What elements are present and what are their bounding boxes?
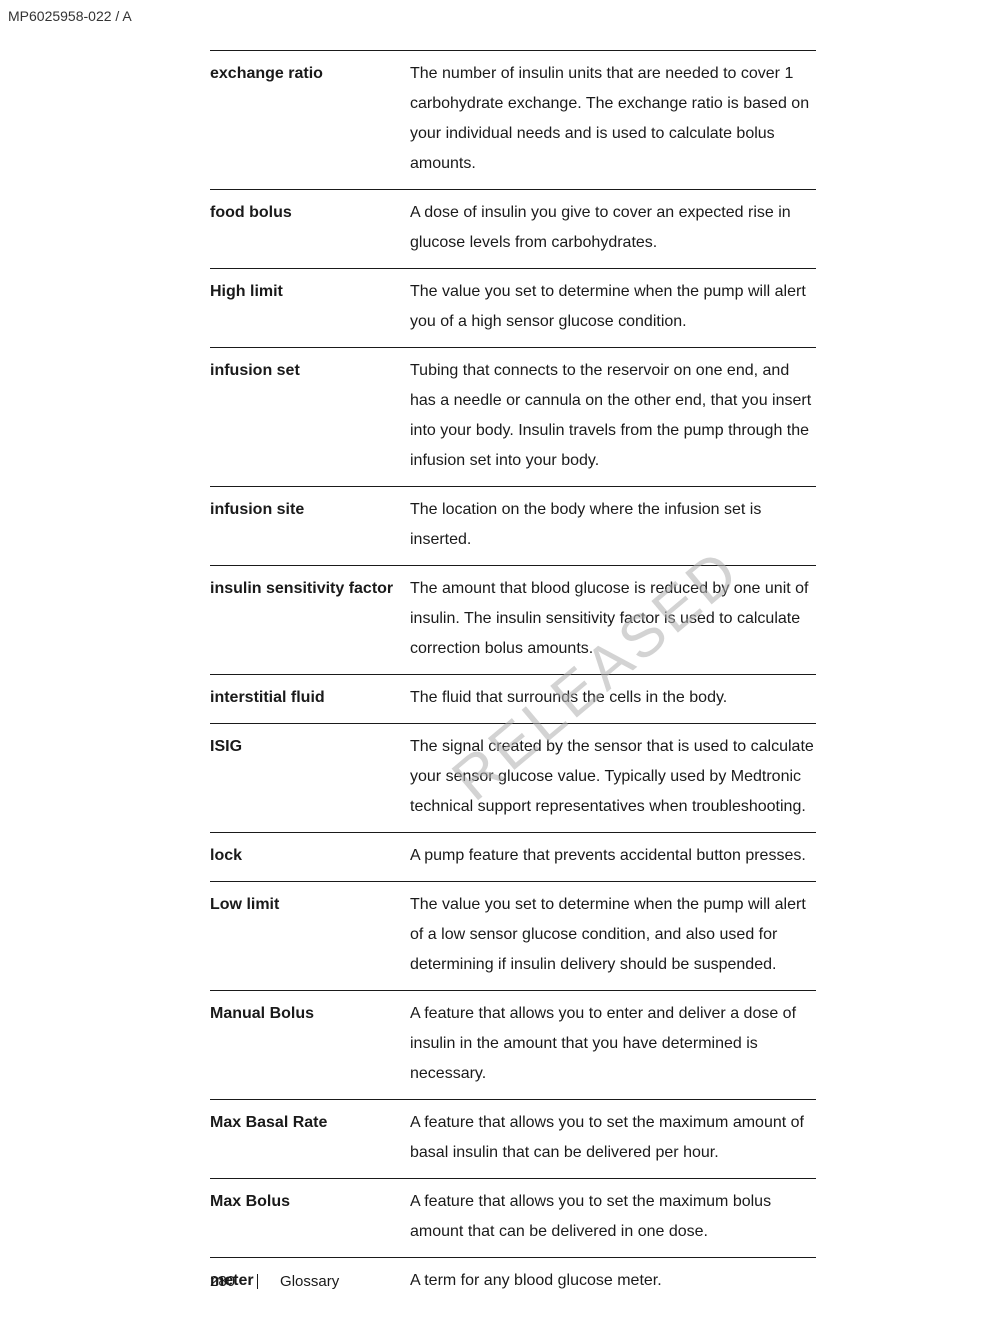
glossary-row: High limitThe value you set to determine…	[210, 268, 816, 347]
glossary-term: High limit	[210, 277, 410, 337]
glossary-term: Low limit	[210, 890, 410, 980]
glossary-term: exchange ratio	[210, 59, 410, 179]
glossary-definition: The amount that blood glucose is reduced…	[410, 574, 816, 664]
glossary-row: ISIGThe signal created by the sensor tha…	[210, 723, 816, 832]
glossary-definition: The signal created by the sensor that is…	[410, 732, 816, 822]
glossary-term: interstitial fluid	[210, 683, 410, 713]
glossary-definition: A term for any blood glucose meter.	[410, 1266, 816, 1296]
glossary-definition: The fluid that surrounds the cells in th…	[410, 683, 816, 713]
glossary-row: Low limitThe value you set to determine …	[210, 881, 816, 990]
doc-code: MP6025958-022 / A	[8, 8, 132, 24]
glossary-definition: The value you set to determine when the …	[410, 890, 816, 980]
glossary-term: ISIG	[210, 732, 410, 822]
glossary-term: Manual Bolus	[210, 999, 410, 1089]
glossary-definition: The value you set to determine when the …	[410, 277, 816, 337]
glossary-row: infusion setTubing that connects to the …	[210, 347, 816, 486]
glossary-term: lock	[210, 841, 410, 871]
glossary-row: interstitial fluidThe fluid that surroun…	[210, 674, 816, 723]
glossary-term: Max Basal Rate	[210, 1108, 410, 1168]
glossary-row: exchange ratioThe number of insulin unit…	[210, 50, 816, 189]
glossary-definition: A feature that allows you to set the max…	[410, 1108, 816, 1168]
glossary-definition: The number of insulin units that are nee…	[410, 59, 816, 179]
glossary-term: Max Bolus	[210, 1187, 410, 1247]
glossary-row: Max Basal RateA feature that allows you …	[210, 1099, 816, 1178]
footer: 280 Glossary	[210, 1274, 339, 1289]
glossary-definition: A feature that allows you to set the max…	[410, 1187, 816, 1247]
glossary-term: infusion site	[210, 495, 410, 555]
glossary-definition: A dose of insulin you give to cover an e…	[410, 198, 816, 258]
glossary-table: exchange ratioThe number of insulin unit…	[210, 50, 816, 1306]
page-number: 280	[210, 1274, 258, 1289]
glossary-definition: The location on the body where the infus…	[410, 495, 816, 555]
glossary-row: Manual BolusA feature that allows you to…	[210, 990, 816, 1099]
glossary-term: insulin sensitivity factor	[210, 574, 410, 664]
glossary-term: food bolus	[210, 198, 410, 258]
glossary-definition: Tubing that connects to the reservoir on…	[410, 356, 816, 476]
glossary-row: food bolusA dose of insulin you give to …	[210, 189, 816, 268]
section-label: Glossary	[258, 1274, 339, 1289]
glossary-definition: A feature that allows you to enter and d…	[410, 999, 816, 1089]
glossary-definition: A pump feature that prevents accidental …	[410, 841, 816, 871]
glossary-row: Max BolusA feature that allows you to se…	[210, 1178, 816, 1257]
glossary-row: lockA pump feature that prevents acciden…	[210, 832, 816, 881]
glossary-term: infusion set	[210, 356, 410, 476]
glossary-row: insulin sensitivity factorThe amount tha…	[210, 565, 816, 674]
glossary-row: infusion siteThe location on the body wh…	[210, 486, 816, 565]
